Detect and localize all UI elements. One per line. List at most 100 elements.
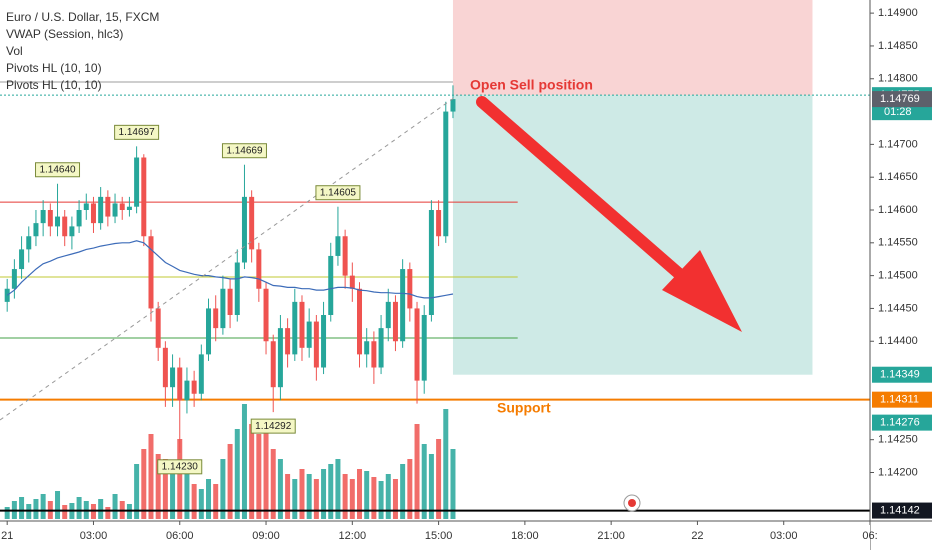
indicator-name: VWAP (Session, hlc3) [6,27,123,41]
indicator-name: Pivots HL (10, 10) [6,78,102,92]
candle-body [443,111,449,237]
pivot-label: 1.14640 [39,164,76,175]
volume-bar [148,434,154,519]
candle-body [241,196,247,263]
candle-body [126,206,132,210]
price-badge [872,366,932,383]
volume-bar [414,424,420,519]
y-tick-label: 1.14600 [878,204,918,216]
candle-body [119,203,125,210]
volume-bar [220,459,226,519]
volume-bar [285,474,291,519]
y-tick-label: 1.14500 [878,270,918,282]
plot [0,81,870,519]
candle-body [62,216,68,237]
candle-body [83,203,89,210]
candle-body [428,210,434,315]
annotation: Support [497,400,551,416]
candle-body [349,275,355,289]
countdown-label: 01:28 [884,106,912,118]
candle-body [357,288,363,355]
volume-bar [112,494,118,519]
candle-body [155,308,161,348]
x-tick-label: 21 [1,530,13,542]
volume-bar [55,491,61,519]
candle-body [364,341,370,355]
candle-body [227,288,233,315]
time-axis-bg [0,521,870,550]
price-badge-label: 1.14311 [880,394,919,406]
candle-body [191,380,197,394]
candle-body [378,328,384,368]
volume-bar [378,481,384,519]
overlay: 1.14640 1.14697 1.14669 1.14605 1.14230 1.142… [35,77,593,475]
candle-body [335,236,341,256]
volume-bar [134,464,140,519]
volume-bar [177,439,183,519]
candle-body [414,308,420,381]
volume-bar [436,439,442,519]
pivot-label: 1.14697 [119,127,156,138]
volume-bar [191,484,197,519]
y-tick-label: 1.14450 [878,302,918,314]
candle-body [33,223,39,237]
y-tick-label: 1.14850 [878,40,918,52]
x-tick-label: 15:00 [425,530,453,542]
candle-body [400,269,406,342]
x-tick-label: 03:00 [770,530,798,542]
volume-bar [40,494,46,519]
volume-bar [198,489,204,519]
x-tick-label: 18:00 [511,530,539,542]
candle-body [40,210,46,224]
pivot-label: 1.14605 [320,187,357,198]
volume-bar [328,464,334,519]
volume-bar [162,459,168,519]
symbol-title: Euro / U.S. Dollar, 15, FXCM [6,10,159,24]
candle-body [141,157,147,237]
volume-bar [141,449,147,519]
icon [628,499,636,507]
candle-body [263,288,269,342]
candle-body [11,269,17,289]
candle-body [213,308,219,329]
candle-body [206,308,212,355]
candle-body [220,288,226,329]
price-badge-label: 1.14142 [880,504,920,516]
x-tick-label: 12:00 [339,530,367,542]
price-badge-label: 1.14769 [880,93,920,105]
x-tick-label: 22 [691,530,703,542]
candle-body [148,236,154,309]
volume-bar [270,449,276,519]
volume-bar [105,507,111,519]
candle-body [249,196,255,250]
candle-body [328,255,334,315]
candle-body [385,301,391,329]
candle-body [177,367,183,401]
candle-body [234,262,240,315]
volume-bar [364,471,370,519]
volume-bar [400,464,406,519]
volume-bar [184,474,190,519]
pivot-box [35,162,81,178]
volume-bar [450,449,456,519]
pivot-label: 1.14292 [255,421,292,432]
candle-body [436,210,442,237]
candle-body [321,315,327,368]
volume-bar [342,474,348,519]
candle-body [306,321,312,348]
pivot-box [250,418,296,434]
y-tick-label: 1.14650 [878,171,918,183]
x-tick-label: 09:00 [252,530,280,542]
candle-body [299,301,305,348]
volume-bar [349,479,355,519]
volume-bar [313,479,319,519]
legend: Euro / U.S. Dollar, 15, FXCM VWAP (Sessi… [6,10,159,92]
pivot-box [157,459,203,475]
volume-bar [335,459,341,519]
x-tick-label: 03:00 [80,530,108,542]
pivot-box [315,185,361,201]
y-tick-label: 1.14200 [878,466,918,478]
candle-body [342,236,348,276]
